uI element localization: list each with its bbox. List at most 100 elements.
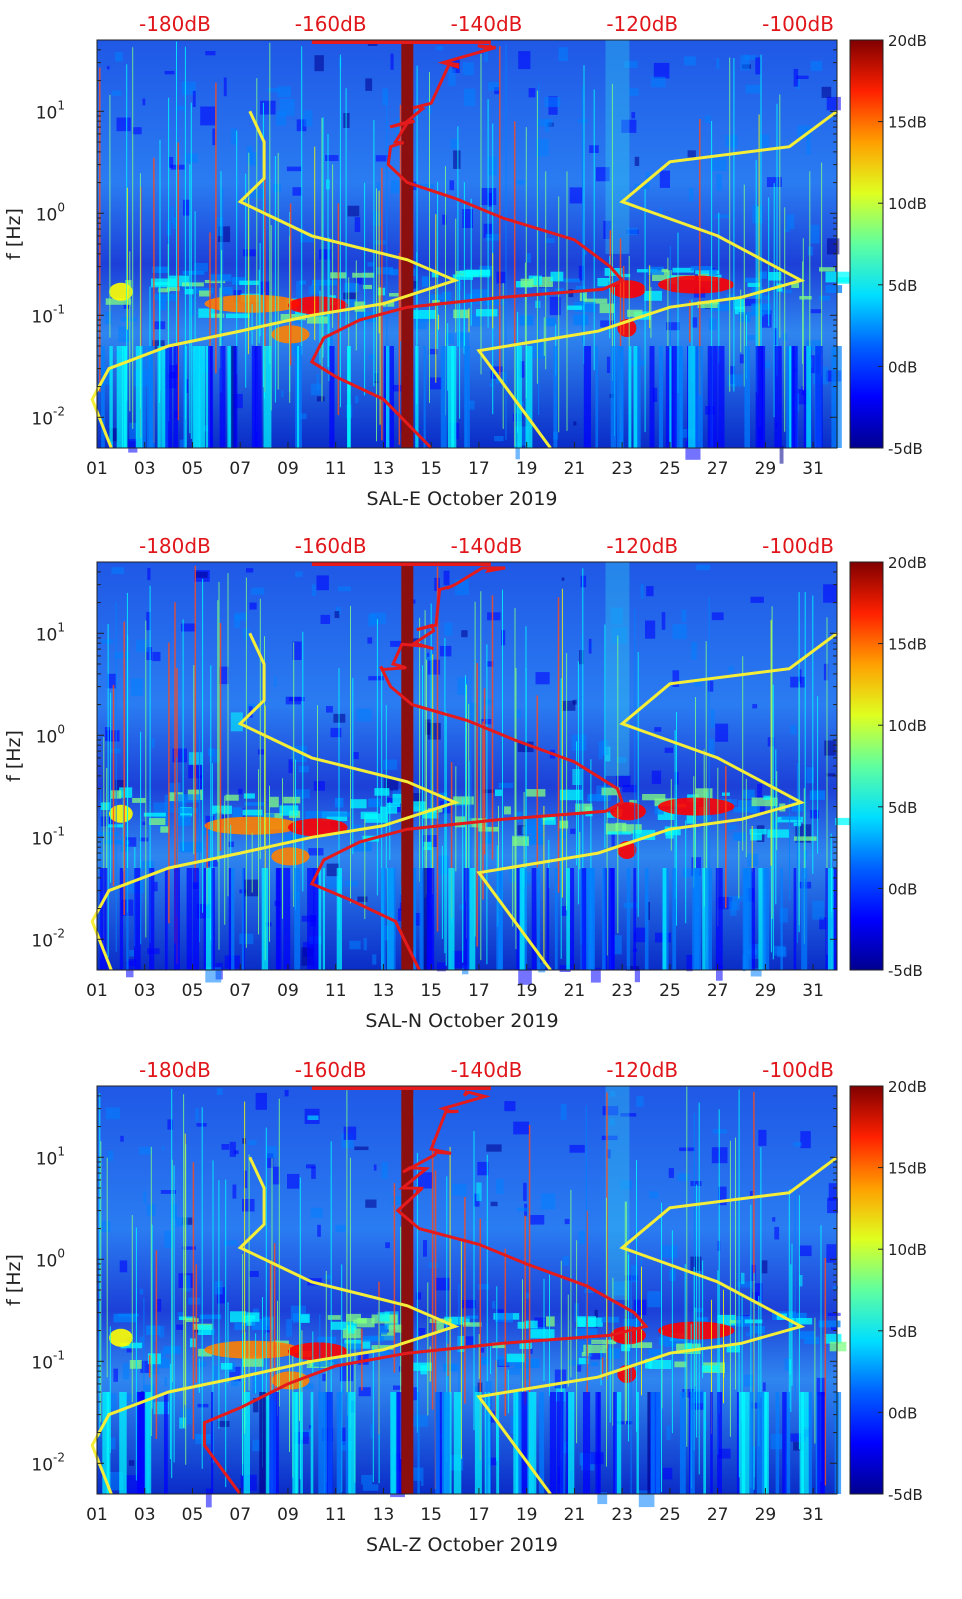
spectrogram-cell: [105, 1107, 120, 1120]
microseism-cell: [312, 279, 338, 286]
y-tick-label: 101: [36, 620, 65, 645]
spectrogram-cell: [812, 900, 825, 920]
spectrogram-cell: [570, 828, 576, 834]
spectrogram-cell: [427, 659, 441, 675]
lowfreq-column: [165, 346, 173, 448]
spectrogram-cell: [436, 962, 446, 972]
microseism-cell: [464, 1315, 479, 1319]
microseism-cell: [204, 280, 226, 284]
spectrogram-cell: [217, 1287, 225, 1304]
spectrogram-cell: [485, 1381, 492, 1396]
lowfreq-column: [276, 868, 282, 970]
lowfreq-column: [628, 346, 632, 448]
lowfreq-column: [329, 346, 335, 448]
microseism-cell: [198, 308, 215, 318]
microseism-cell: [386, 802, 401, 807]
spectrogram-cell: [725, 135, 738, 148]
top-db-label: -140dB: [451, 534, 523, 558]
microseism-cell: [504, 806, 511, 815]
x-tick-label: 25: [659, 459, 681, 479]
microseism-cell: [521, 835, 545, 845]
lowfreq-column: [761, 1392, 769, 1494]
x-tick-label: 09: [277, 459, 299, 479]
lowfreq-column: [186, 868, 192, 970]
lowfreq-column: [689, 1392, 691, 1494]
lowfreq-column: [801, 1392, 809, 1494]
y-tick-label: 10-1: [31, 824, 65, 849]
median-psd-curve: [309, 43, 625, 450]
lowfreq-column: [780, 868, 783, 970]
lowfreq-column: [549, 1392, 556, 1494]
spectrogram-cell: [645, 620, 656, 639]
microseism-cell: [710, 304, 730, 312]
spectrogram-cell: [354, 272, 363, 285]
spectrogram-cell: [736, 895, 743, 902]
lowfreq-column: [775, 1392, 780, 1494]
spectrogram-cell: [120, 1135, 124, 1142]
spectrogram-cell: [166, 365, 178, 379]
spectrogram-cell: [560, 1103, 567, 1120]
colorbar-label: 0dB: [888, 1404, 917, 1422]
spectrogram-cell: [257, 749, 265, 755]
spectrogram-cell: [243, 1170, 248, 1189]
microseism-cell: [738, 800, 757, 811]
spectrogram-cell: [631, 112, 636, 119]
spectrogram-cell: [311, 584, 316, 596]
lowfreq-column: [427, 868, 435, 970]
microseism-cell: [442, 291, 452, 302]
microseism-cell: [661, 268, 669, 273]
spectrogram-cell: [249, 152, 257, 166]
microseism-cell: [269, 796, 279, 808]
spectrogram-cell: [826, 96, 841, 111]
microseism-cell: [684, 1342, 692, 1350]
spectrogram-cell: [231, 1379, 240, 1387]
lowfreq-column: [396, 1392, 405, 1494]
spectrogram-cell: [330, 727, 342, 738]
lowfreq-column: [336, 1392, 342, 1494]
spectrogram-cell: [793, 1142, 802, 1147]
spectrogram-cell: [681, 609, 687, 623]
microseism-cell: [179, 841, 203, 853]
lowfreq-column: [553, 346, 558, 448]
microseism-cell: [143, 812, 166, 817]
spectrogram-cell: [292, 187, 302, 196]
lowfreq-column: [297, 346, 300, 448]
colorbar-label: 0dB: [888, 358, 917, 376]
spectrogram-cell: [569, 187, 583, 204]
microseism-cell: [119, 787, 133, 798]
spectrogram-cell: [634, 968, 640, 983]
spectrogram-cell: [463, 88, 476, 107]
microseism-cell: [300, 1314, 310, 1323]
lowfreq-column: [650, 1392, 655, 1494]
spectrogram-cell: [357, 896, 368, 902]
spectrogram-cell: [476, 1182, 482, 1202]
spectrogram-cell: [573, 421, 577, 426]
spectrogram-cell: [131, 678, 144, 696]
microseism-cell: [627, 1342, 653, 1348]
spectrogram-cell: [425, 719, 432, 735]
lowfreq-column: [441, 1392, 450, 1494]
spectrogram-cell: [662, 1245, 678, 1258]
lowfreq-column: [520, 1392, 528, 1494]
spectrogram-cell: [626, 227, 638, 235]
lowfreq-column: [531, 868, 537, 970]
spectrogram-cell: [831, 1326, 837, 1331]
microseism-cell: [420, 1365, 427, 1375]
microseism-cell: [664, 826, 681, 836]
spectrogram-cell: [613, 275, 623, 284]
spectrogram-cell: [647, 1291, 661, 1308]
spectrogram-cell: [128, 1460, 135, 1466]
spectrogram-cell: [741, 1272, 745, 1285]
spectrogram-cell: [762, 310, 772, 328]
spectrogram-cell: [484, 47, 488, 62]
spectrogram-cell: [711, 153, 727, 172]
spectrogram-cell: [119, 1260, 128, 1273]
spectrogram-cell: [480, 719, 492, 725]
spectrogram-cell: [341, 1427, 346, 1446]
lowfreq-column: [633, 868, 637, 970]
microseism-cell: [317, 1336, 337, 1344]
spectrogram-cell: [694, 678, 702, 687]
spectrogram-cell: [696, 564, 710, 571]
lowfreq-column: [665, 346, 673, 448]
microseism-cell: [389, 269, 399, 276]
